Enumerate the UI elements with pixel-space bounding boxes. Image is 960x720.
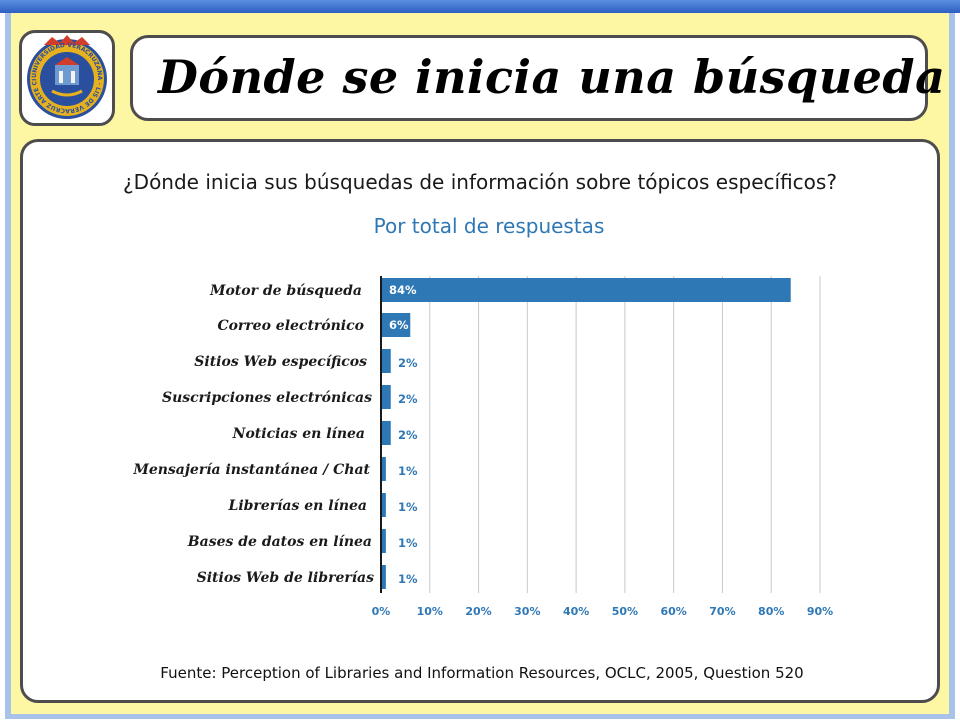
x-tick-label: 60% [660,605,686,618]
bar [381,349,391,373]
x-tick-label: 80% [758,605,784,618]
value-label: 2% [398,428,418,442]
category-label: Suscripciones electrónicas [162,390,372,406]
category-label: Motor de búsqueda [209,283,362,299]
bar [381,565,386,589]
value-label: 2% [398,392,418,406]
x-tick-label: 30% [514,605,540,618]
x-tick-label: 0% [372,605,391,618]
category-label: Sitios Web de librerías [197,570,375,586]
university-logo: UNIVERSIDAD VERACRUZANA · LIS DE VERACRU… [19,28,115,126]
chart-title: ¿Dónde inicia sus búsquedas de informaci… [123,170,837,194]
page-title: Dónde se inicia una búsqueda [158,50,946,104]
value-label: 1% [398,500,418,514]
category-label: Librerías en línea [227,498,367,514]
bar [381,421,391,445]
university-seal-icon: UNIVERSIDAD VERACRUZANA · LIS DE VERACRU… [19,28,107,119]
value-label: 1% [398,536,418,550]
bar [381,278,791,302]
top-accent-bar [0,0,960,13]
content-panel [20,139,940,703]
bar [381,529,386,553]
value-label: 1% [398,572,418,586]
x-tick-label: 90% [807,605,833,618]
bar [381,385,391,409]
bar [381,493,386,517]
category-label: Correo electrónico [217,318,364,334]
bar [381,457,386,481]
x-tick-label: 50% [612,605,638,618]
x-tick-label: 20% [465,605,491,618]
x-tick-label: 70% [709,605,735,618]
category-label: Noticias en línea [232,426,365,442]
category-label: Bases de datos en línea [187,534,372,550]
category-label: Mensajería instantánea / Chat [132,462,370,478]
bar [381,313,411,337]
title-panel [130,35,928,121]
category-label: Sitios Web específicos [194,354,367,370]
x-tick-label: 40% [563,605,589,618]
source-note: Fuente: Perception of Libraries and Info… [160,664,804,682]
x-tick-label: 10% [417,605,443,618]
value-label: 1% [398,464,418,478]
value-label: 84% [389,283,417,297]
chart-subtitle: Por total de respuestas [373,214,605,238]
value-label: 6% [389,318,409,332]
value-label: 2% [398,356,418,370]
